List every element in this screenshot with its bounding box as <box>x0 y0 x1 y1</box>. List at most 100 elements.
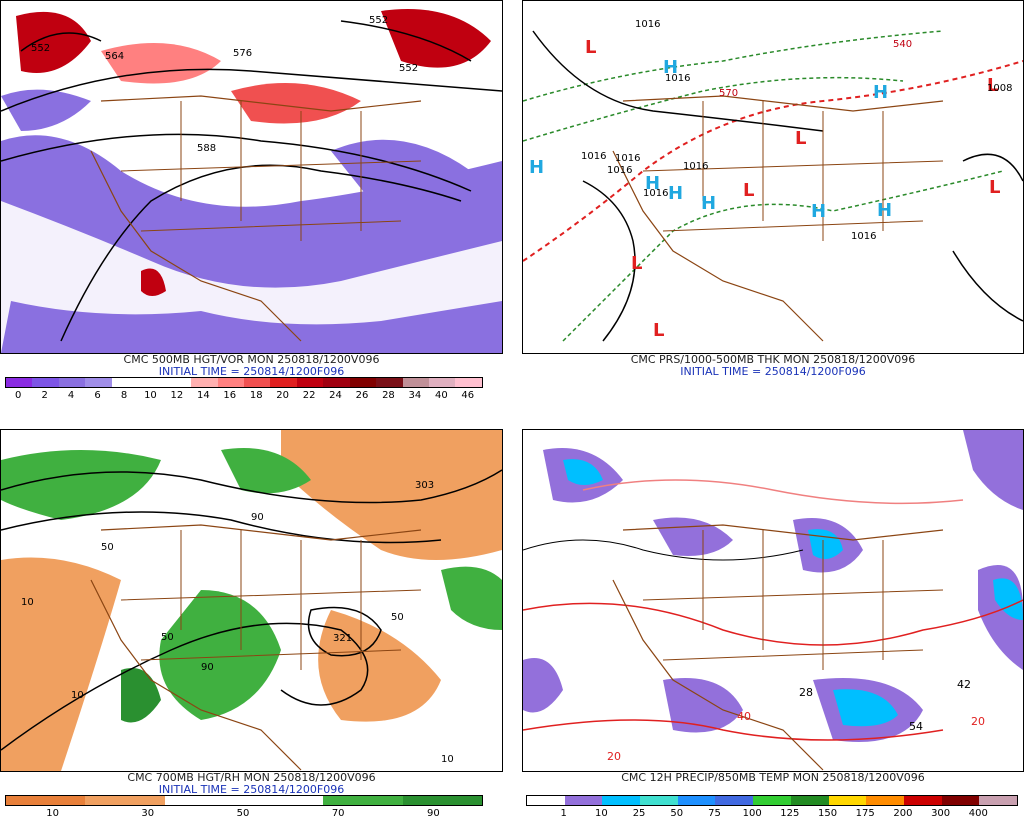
colorbar-tick-label: 10 <box>595 808 608 819</box>
colorbar-tick-label: 125 <box>780 808 800 819</box>
colorbar-tick-label: 24 <box>329 390 342 401</box>
colorbar-tick-label: 175 <box>855 808 875 819</box>
colorbar-swatch <box>602 796 641 805</box>
colorbar-tick-label: 46 <box>461 390 475 401</box>
colorbar-tick-label: 75 <box>708 808 721 819</box>
temp-label: 28 <box>799 686 813 699</box>
rh-label: 50 <box>101 542 114 553</box>
colorbar-tick-label: 34 <box>408 390 422 401</box>
colorbar-swatch <box>677 796 716 805</box>
colorbar-tick-label: 0 <box>15 390 22 401</box>
colorbar-swatch <box>790 796 829 805</box>
initial-time: INITIAL TIME = 250814/1200F096 <box>680 365 866 378</box>
colorbar-swatch <box>564 796 603 805</box>
colorbar-swatch <box>715 796 754 805</box>
low-pressure-symbol: L <box>743 180 754 201</box>
colorbar-tick-label: 100 <box>742 808 762 819</box>
high-pressure-symbol: H <box>877 200 892 221</box>
colorbar-tick-label: 150 <box>817 808 838 819</box>
colorbar-tick-label: 10 <box>46 808 59 819</box>
colorbar-swatch <box>164 796 244 805</box>
colorbar-swatch <box>323 796 403 805</box>
map-500mb-graphic: 552 564 576 552 552 588 <box>1 9 502 353</box>
colorbar-swatch <box>138 378 165 387</box>
height-label: 321 <box>333 633 352 644</box>
temp-label: 20 <box>971 715 985 728</box>
colorbar-tick-label: 40 <box>434 390 448 401</box>
map-precip-graphic: 28 42 54 40 20 20 <box>523 430 1023 771</box>
colorbar-swatch <box>903 796 942 805</box>
colorbar-tick-label: 14 <box>196 390 210 401</box>
colorbar-tick-label: 26 <box>355 390 369 401</box>
colorbar-tick-label: 18 <box>249 390 263 401</box>
colorbar-tick-label: 20 <box>276 390 290 401</box>
high-pressure-symbol: H <box>663 57 678 78</box>
colorbar-tick-label: 12 <box>170 390 184 401</box>
colorbar-tick-label: 50 <box>236 808 250 819</box>
isobar-label: 1016 <box>615 153 640 164</box>
panel-title: CMC 500MB HGT/VOR MON 250818/1200V096 <box>123 353 380 366</box>
isobar-label: 1016 <box>581 151 606 162</box>
rh-label: 90 <box>201 662 214 673</box>
rh-label: 90 <box>251 512 264 523</box>
panel-500mb-hgt-vor: 552 564 576 552 552 588 CMC 500MB HGT/VO… <box>0 0 503 401</box>
colorbar-swatch <box>111 378 139 387</box>
colorbar-tick-label: 16 <box>223 390 237 401</box>
panel-title: CMC 700MB HGT/RH MON 250818/1200V096 <box>127 771 376 784</box>
panel-precip-850mb-temp: 28 42 54 40 20 20 CMC 12H PRECIP/850MB T… <box>522 429 1024 819</box>
height-label: 303 <box>415 480 434 491</box>
colorbar-swatch <box>6 796 86 805</box>
colorbar-swatch <box>323 378 350 387</box>
colorbar-precip <box>526 795 1018 806</box>
colorbar-swatch <box>58 378 86 387</box>
rh-label: 10 <box>441 754 454 765</box>
colorbar-swatch <box>828 796 867 805</box>
panel-pressure-thickness: L L L L L L L H H H H H H H H 1016 1016 … <box>522 0 1024 400</box>
high-pressure-symbol: H <box>811 201 826 222</box>
colorbar-vorticity <box>5 377 483 388</box>
panel-caption: CMC 700MB HGT/RH MON 250818/1200V096 INI… <box>0 772 503 796</box>
rh-label: 10 <box>21 597 34 608</box>
high-pressure-symbol: H <box>873 82 888 103</box>
low-pressure-symbol: L <box>585 37 596 58</box>
contour-label: 552 <box>399 63 418 74</box>
isobar-label: 1016 <box>665 73 690 84</box>
isobar-label: 1016 <box>635 19 660 30</box>
thickness-label: 570 <box>719 88 738 99</box>
colorbar-tick-label: 200 <box>893 808 913 819</box>
colorbar-tick-label: 70 <box>331 808 345 819</box>
map-pressure-graphic: L L L L L L L H H H H H H H H 1016 1016 … <box>523 19 1023 342</box>
high-pressure-symbol: H <box>668 183 683 204</box>
colorbar-swatch <box>866 796 904 805</box>
colorbar-swatch <box>640 796 678 805</box>
colorbar-swatch <box>217 378 244 387</box>
temp-label: 20 <box>607 750 621 763</box>
contour-label: 552 <box>369 15 388 26</box>
colorbar-swatch <box>402 378 429 387</box>
contour-label: 588 <box>197 143 216 154</box>
contour-label: 564 <box>105 51 124 62</box>
colorbar-swatch <box>243 378 271 387</box>
panel-title: CMC PRS/1000-500MB THK MON 250818/1200V0… <box>630 353 916 366</box>
low-pressure-symbol: L <box>631 253 642 274</box>
colorbar-swatch <box>296 378 324 387</box>
colorbar-tick-label: 300 <box>931 808 951 819</box>
initial-time: INITIAL TIME = 250814/1200F096 <box>158 365 345 378</box>
low-pressure-symbol: L <box>987 75 998 96</box>
map-pressure: L L L L L L L H H H H H H H H 1016 1016 … <box>522 0 1024 354</box>
colorbar-swatch <box>753 796 791 805</box>
colorbar-swatch <box>941 796 980 805</box>
colorbar-swatch <box>6 378 33 387</box>
panel-caption: CMC PRS/1000-500MB THK MON 250818/1200V0… <box>522 354 1024 378</box>
colorbar-swatch <box>85 796 165 805</box>
initial-time: INITIAL TIME = 250814/1200F096 <box>158 783 345 796</box>
temp-label: 54 <box>909 720 923 733</box>
colorbar-swatch <box>191 378 218 387</box>
low-pressure-symbol: L <box>653 320 664 341</box>
colorbar-tick-label: 1 <box>560 808 567 819</box>
high-pressure-symbol: H <box>701 193 716 214</box>
contour-label: 576 <box>233 48 252 59</box>
colorbar-tick-label: 10 <box>144 390 157 401</box>
rh-label: 10 <box>71 690 84 701</box>
colorbar-tick-label: 30 <box>141 808 155 819</box>
